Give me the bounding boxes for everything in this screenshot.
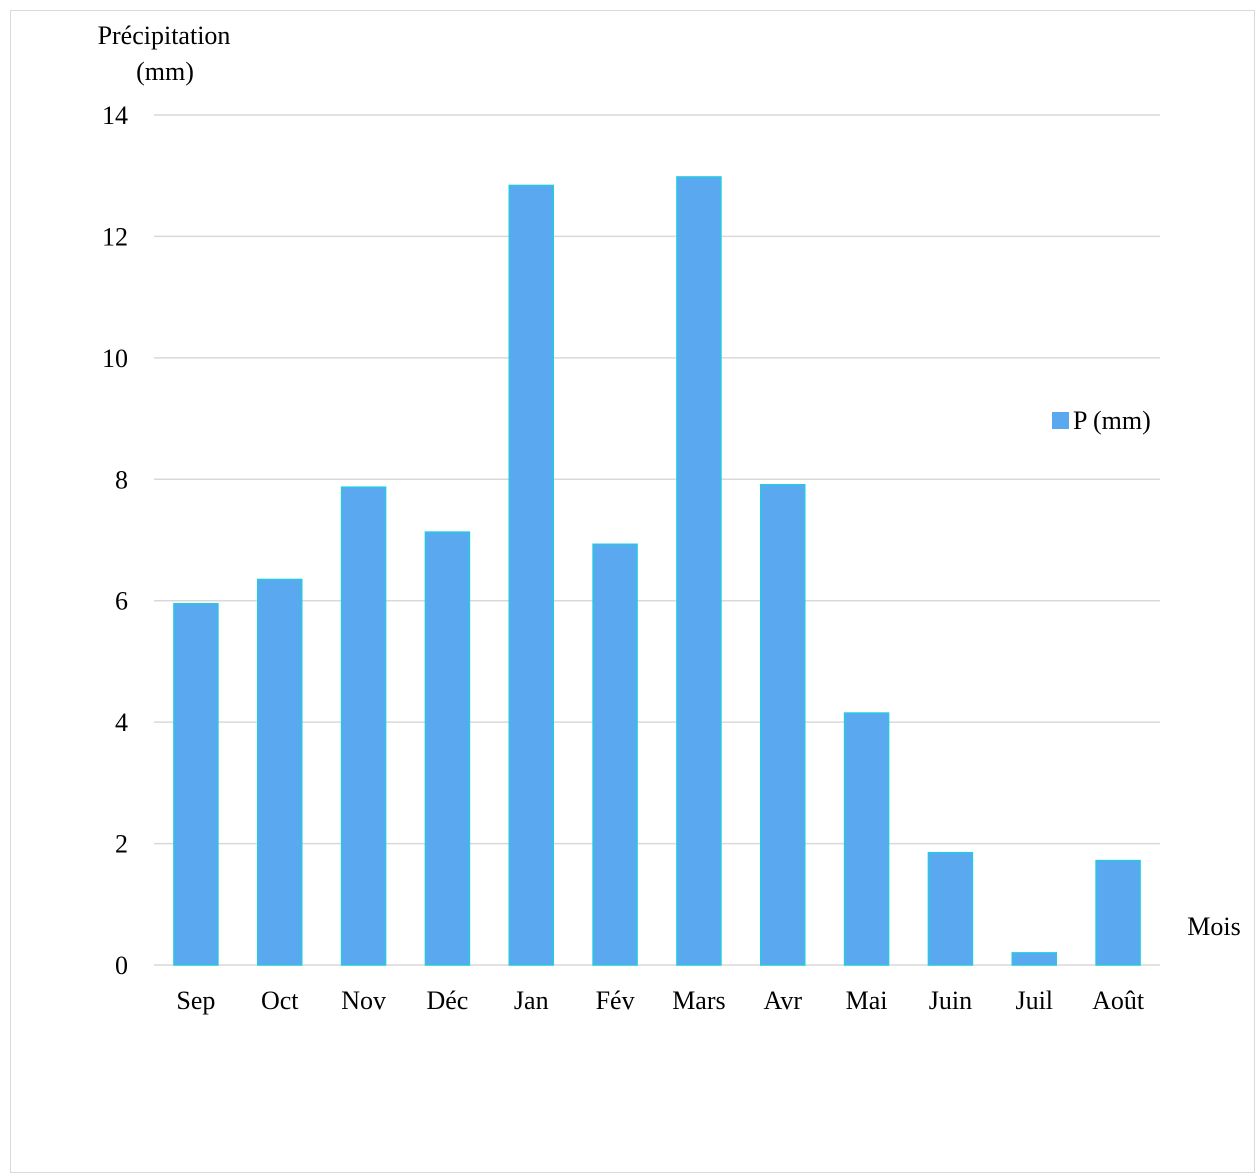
y-tick-label: 6 [115,587,128,616]
y-tick-label: 0 [115,951,128,980]
y-axis-label-line1: Précipitation [98,21,231,50]
y-tick-label: 4 [115,708,128,737]
bar [760,484,806,966]
x-tick-label: Nov [341,986,386,1015]
legend-swatch [1052,412,1069,429]
x-tick-label: Mai [846,986,888,1015]
y-tick-label: 14 [102,101,128,130]
y-tick-label: 8 [115,465,128,494]
bar [424,531,471,966]
y-tick-label: 2 [115,830,128,859]
x-tick-labels: Sep Oct Nov Déc Jan Fév Mars Avr Mai Juin Juil Août [176,986,1144,1015]
x-tick-label: Oct [261,986,299,1015]
y-axis-label-line2: (mm) [136,57,194,86]
x-tick-label: Déc [426,986,468,1015]
bar [676,176,722,966]
gridlines [154,114,1160,966]
x-tick-label: Fév [596,986,635,1015]
bar [1011,952,1057,966]
bar [1095,859,1141,966]
bar [257,578,303,966]
x-tick-label: Sep [176,986,215,1015]
legend: P (mm) [1052,406,1151,435]
y-tick-label: 10 [102,344,128,373]
bar [508,184,554,966]
bar [592,543,638,966]
x-tick-label: Avr [763,986,802,1015]
bar [340,486,387,966]
bar [173,603,219,966]
x-tick-label: Juil [1015,986,1053,1015]
x-axis-label: Mois [1187,912,1240,941]
bars [173,176,1141,966]
x-tick-label: Juin [929,986,972,1015]
x-tick-label: Août [1092,986,1145,1015]
bar [927,851,974,966]
legend-label: P (mm) [1073,406,1151,435]
x-tick-label: Jan [514,986,549,1015]
bar [843,712,890,966]
y-tick-labels: 0 2 4 6 8 10 12 14 [102,101,128,980]
y-tick-label: 12 [102,222,128,251]
x-tick-label: Mars [672,986,725,1015]
